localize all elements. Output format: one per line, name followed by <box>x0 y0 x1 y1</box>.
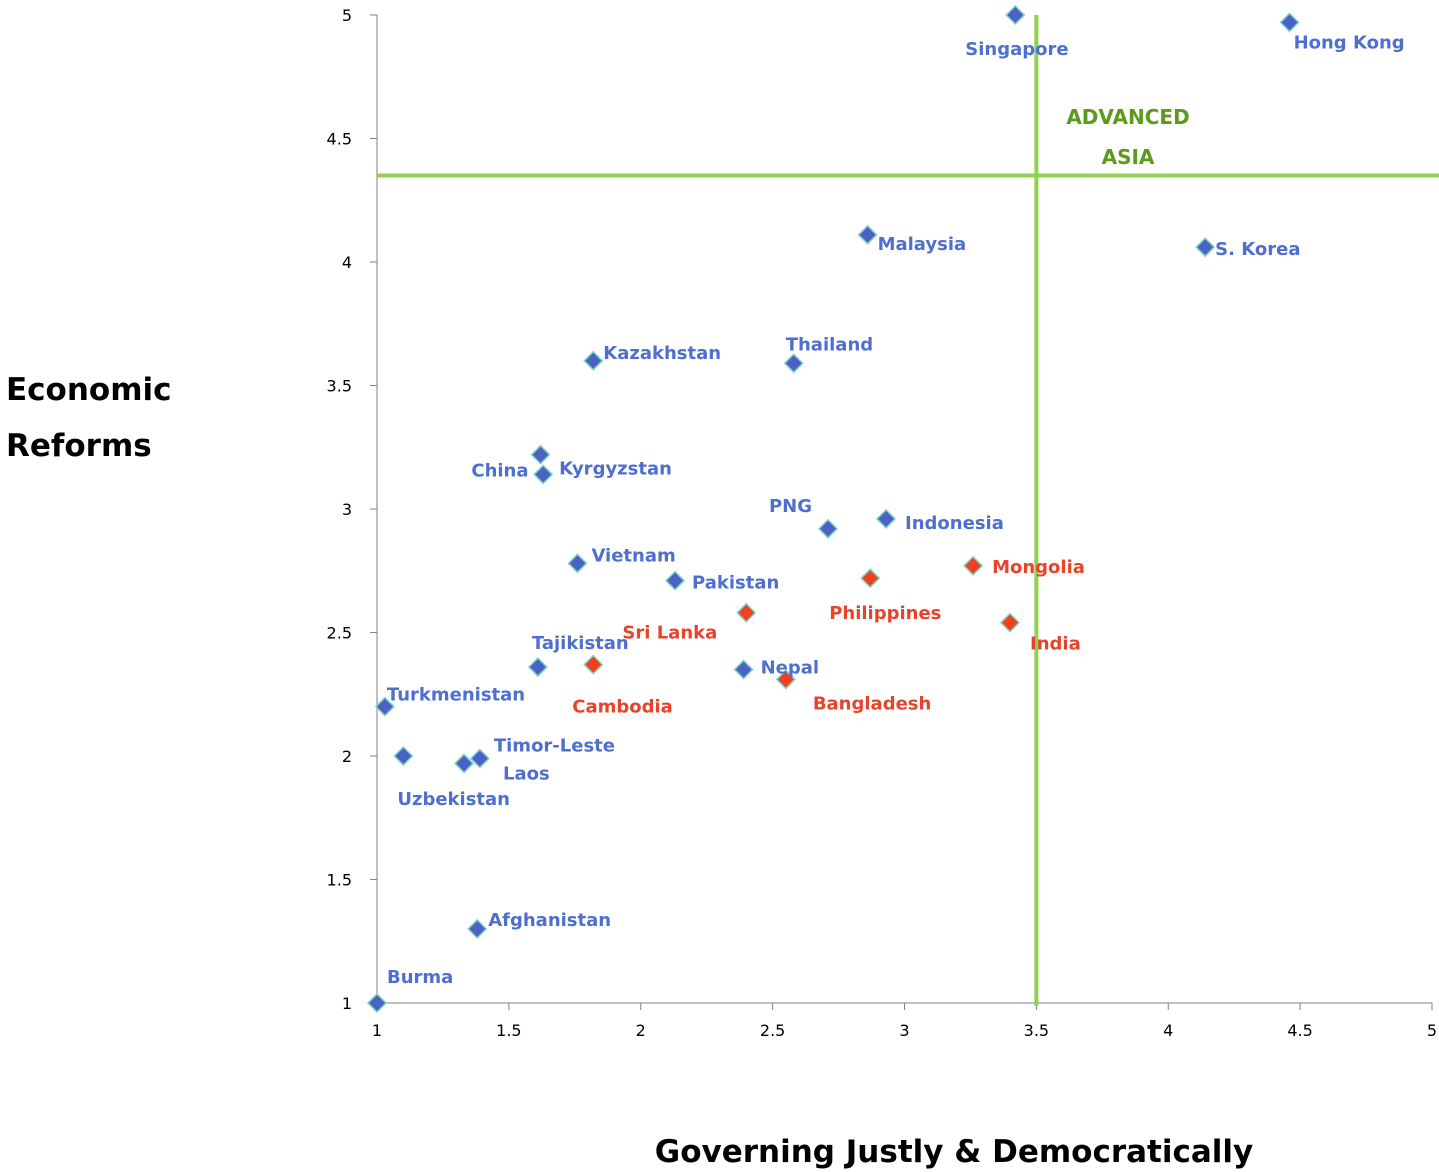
y-tick-label: 4 <box>342 253 352 272</box>
x-tick-label: 4 <box>1163 1021 1173 1040</box>
marker-laos <box>453 753 475 774</box>
label-laos: Laos <box>503 763 550 784</box>
marker-sri-lanka <box>736 602 757 623</box>
marker-turkmenistan <box>374 696 395 717</box>
label-india: India <box>1030 634 1081 655</box>
marker-india <box>999 612 1021 633</box>
y-axis-title-line-2: Reforms <box>6 428 152 464</box>
label-bangladesh: Bangladesh <box>813 693 932 714</box>
marker-hong-kong <box>1279 12 1300 33</box>
label-png: PNG <box>769 496 812 517</box>
marker-timor-leste <box>469 748 490 769</box>
x-tick-label: 3 <box>899 1021 909 1040</box>
label-timor-leste: Timor-Leste <box>494 735 615 756</box>
marker-pakistan <box>664 570 686 591</box>
marker-china <box>530 444 551 465</box>
marker-vietnam <box>567 553 588 574</box>
label-s-korea: S. Korea <box>1215 239 1300 260</box>
label-uzbekistan: Uzbekistan <box>397 789 510 810</box>
marker-png <box>817 518 839 539</box>
label-china: China <box>471 461 528 482</box>
y-tick-label: 3.5 <box>327 377 352 396</box>
marker-burma <box>366 992 388 1014</box>
marker-malaysia <box>857 224 878 245</box>
data-points <box>366 4 1300 1014</box>
x-tick-label: 2 <box>636 1021 646 1040</box>
y-tick-label: 5 <box>342 6 352 25</box>
y-tick-label: 2 <box>342 747 352 766</box>
label-pakistan: Pakistan <box>692 573 779 594</box>
marker-philippines <box>860 568 881 589</box>
label-tajikistan: Tajikistan <box>532 633 629 654</box>
label-nepal: Nepal <box>761 658 819 679</box>
label-kazakhstan: Kazakhstan <box>603 343 721 364</box>
label-sri-lanka: Sri Lanka <box>622 623 717 644</box>
label-kyrgyzstan: Kyrgyzstan <box>559 458 672 479</box>
marker-tajikistan <box>527 657 548 678</box>
y-tick-label: 1.5 <box>327 871 352 890</box>
marker-singapore <box>1005 4 1026 26</box>
x-tick-label: 4.5 <box>1287 1021 1312 1040</box>
label-mongolia: Mongolia <box>992 557 1085 578</box>
marker-uzbekistan <box>393 745 414 767</box>
label-philippines: Philippines <box>829 603 941 624</box>
y-tick-label: 4.5 <box>327 130 352 149</box>
x-tick-label: 1.5 <box>496 1021 521 1040</box>
marker-indonesia <box>875 508 897 529</box>
marker-nepal <box>733 659 754 680</box>
label-burma: Burma <box>387 967 453 988</box>
label-cambodia: Cambodia <box>572 697 673 718</box>
y-axis-title-line-1: Economic <box>6 372 172 408</box>
y-tick-label: 1 <box>342 994 352 1013</box>
marker-bangladesh <box>775 669 796 690</box>
label-thailand: Thailand <box>786 334 873 355</box>
point-labels: Singapore Hong Kong Malaysia S. Korea Kazakh… <box>387 32 1405 988</box>
marker-afghanistan <box>467 918 488 939</box>
marker-mongolia <box>963 555 984 576</box>
label-vietnam: Vietnam <box>591 545 675 566</box>
marker-s-korea <box>1195 237 1216 258</box>
axes: 1 1.5 2 2.5 3 3.5 4 4.5 5 1 1.5 2 2.5 3 3.5 4 4.5 5 <box>327 6 1438 1040</box>
x-tick-label: 1 <box>372 1021 382 1040</box>
y-tick-label: 3 <box>342 500 352 519</box>
x-tick-label: 3.5 <box>1024 1021 1049 1040</box>
label-malaysia: Malaysia <box>878 234 967 255</box>
x-axis-title: Governing Justly & Democratically <box>655 1134 1253 1170</box>
label-turkmenistan: Turkmenistan <box>387 685 525 706</box>
marker-kyrgyzstan <box>533 464 554 485</box>
label-indonesia: Indonesia <box>905 513 1004 534</box>
marker-cambodia <box>583 654 604 675</box>
threshold-lines <box>377 15 1439 1006</box>
marker-kazakhstan <box>583 350 604 371</box>
label-hong-kong: Hong Kong <box>1294 32 1405 53</box>
label-afghanistan: Afghanistan <box>488 910 611 931</box>
region-label-line-1: ADVANCED <box>1066 105 1189 129</box>
x-tick-label: 5 <box>1427 1021 1437 1040</box>
label-singapore: Singapore <box>965 39 1068 60</box>
y-tick-label: 2.5 <box>327 624 352 643</box>
region-label-line-2: ASIA <box>1102 145 1155 169</box>
marker-thailand <box>783 353 804 374</box>
x-tick-label: 2.5 <box>760 1021 785 1040</box>
